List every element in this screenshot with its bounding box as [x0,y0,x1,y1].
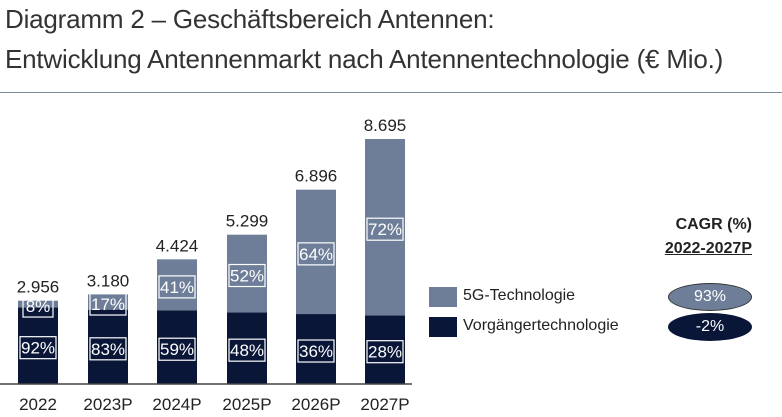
x-tick-2024P: 2024P [152,395,201,414]
cagr-title: CAGR (%) [675,216,752,233]
value-label-legacy-2022: 92% [21,339,55,358]
value-label-5g-2025P-box [228,263,266,288]
legend-label-5g: 5G-Technologie [463,287,576,304]
cagr-period: 2022-2027P [664,240,752,257]
value-label-5g-2022: 8% [26,297,51,316]
value-label-5g-2026P: 64% [299,245,333,264]
bar-legacy-2027P [365,315,405,384]
value-label-legacy-2022-box [19,336,57,360]
bar-legacy-2025P [227,312,267,384]
value-label-5g-2024P-box [158,275,196,299]
value-label-5g-2022-box [22,294,54,318]
total-label-2022: 2.956 [17,278,60,297]
x-tick-2025P: 2025P [222,395,271,414]
x-tick-2027P: 2027P [360,395,409,414]
bar-legacy-2026P [296,314,336,384]
bar-5g-2027P [365,139,405,316]
value-label-5g-2027P: 72% [368,220,402,239]
value-label-legacy-2025P-box [228,338,266,362]
total-label-2027P: 8.695 [364,116,407,135]
cagr-badge-5g: 93% [668,283,752,311]
value-label-5g-2023P-box [89,292,127,316]
value-label-5g-2027P-box [366,217,404,241]
value-label-legacy-2027P-box [366,340,404,364]
total-label-2024P: 4.424 [156,236,199,255]
title-divider [0,92,782,93]
total-label-2025P: 5.299 [226,212,269,231]
legend-swatch-5g [429,287,457,307]
bar-legacy-2023P [88,309,128,384]
value-label-5g-2023P: 17% [91,295,125,314]
x-tick-2026P: 2026P [291,395,340,414]
bar-5g-2025P [227,234,267,313]
chart-title-line-1: Diagramm 2 – Geschäftsbereich Antennen: [5,4,495,34]
total-label-2023P: 3.180 [87,271,130,290]
value-label-legacy-2023P-box [89,337,127,361]
value-label-legacy-2023P: 83% [91,340,125,359]
bar-5g-2022 [18,300,58,308]
value-label-legacy-2026P: 36% [299,342,333,361]
chart-title-line-2: Entwicklung Antennenmarkt nach Antennent… [5,44,724,74]
value-label-5g-2025P: 52% [230,267,264,286]
value-label-legacy-2027P: 28% [368,343,402,362]
value-label-legacy-2025P: 48% [230,341,264,360]
value-label-5g-2024P: 41% [160,278,194,297]
value-label-legacy-2026P-box [297,339,335,363]
value-label-5g-2026P-box [297,242,335,266]
bar-5g-2024P [157,259,197,311]
bar-5g-2023P [88,294,128,310]
total-label-2026P: 6.896 [295,167,338,186]
x-tick-2022: 2022 [19,395,57,414]
legend-swatch-legacy [429,317,457,337]
value-label-legacy-2024P-box [158,337,196,361]
bar-legacy-2024P [157,310,197,384]
bar-5g-2026P [296,189,336,315]
bar-legacy-2022 [18,307,58,384]
cagr-badge-legacy: -2% [668,313,752,341]
x-tick-2023P: 2023P [83,395,132,414]
legend-label-legacy: Vorgängertechnologie [463,317,619,334]
value-label-legacy-2024P: 59% [160,340,194,359]
